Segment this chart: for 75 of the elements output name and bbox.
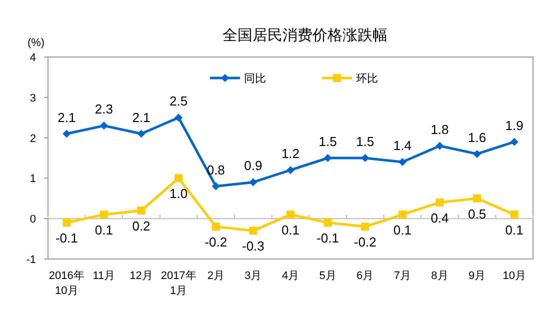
y-tick-label: 3 (30, 92, 36, 104)
data-label: 1.6 (468, 130, 486, 145)
x-tick-label: 2月 (207, 270, 224, 282)
y-tick-label: 4 (30, 52, 36, 64)
x-tick-label: 10月 (502, 270, 526, 282)
point (100, 210, 108, 219)
data-label: 0.1 (505, 222, 524, 238)
point (62, 218, 71, 227)
point (436, 142, 444, 150)
point (286, 166, 294, 174)
y-tick-label: 2 (30, 132, 36, 145)
point (436, 198, 444, 206)
data-label: -0.1 (316, 230, 340, 246)
point (212, 222, 220, 231)
x-tick-label: 4月 (282, 270, 300, 282)
data-label: 1.9 (505, 118, 524, 133)
point (398, 210, 406, 219)
x-tick-label: 3月 (244, 270, 262, 282)
legend-label: 同比 (244, 72, 266, 85)
point (249, 178, 258, 186)
point (510, 210, 518, 219)
x-tick-label: 9月 (468, 270, 486, 282)
data-label: -0.1 (55, 230, 78, 246)
y-tick-label: -1 (26, 254, 36, 266)
data-label: 2.1 (132, 110, 150, 125)
data-label: 1.2 (281, 146, 300, 162)
point (473, 194, 482, 202)
legend-label: 环比 (356, 72, 378, 85)
data-label: 0.2 (132, 218, 150, 234)
x-tick-label: 8月 (431, 270, 448, 282)
data-label: -0.2 (204, 234, 228, 250)
data-label: 1.5 (318, 134, 337, 149)
data-label: 0.8 (206, 162, 225, 178)
data-label: 2.1 (58, 110, 76, 125)
data-label: 0.4 (430, 210, 449, 226)
x-tick-label: 6月 (356, 270, 374, 282)
data-label: 2.5 (170, 94, 188, 109)
data-label: -0.2 (354, 234, 376, 250)
point (137, 206, 146, 215)
x-tick-label: 2017年 1月 (160, 270, 196, 297)
data-label: 0.5 (468, 206, 486, 222)
data-label: 0.1 (281, 222, 300, 238)
point (174, 114, 183, 122)
data-label: 1.4 (393, 138, 412, 154)
point (473, 150, 482, 158)
point (174, 174, 183, 182)
point (324, 154, 332, 162)
data-label: 0.1 (393, 222, 412, 238)
data-label: 0.1 (94, 222, 113, 238)
point (324, 218, 332, 227)
data-label: -0.3 (242, 238, 264, 254)
point (212, 182, 220, 190)
data-label: 0.9 (244, 158, 262, 174)
data-label: 1.0 (170, 186, 188, 202)
data-label: 1.5 (356, 134, 374, 149)
point (361, 222, 370, 231)
point (510, 138, 518, 146)
chart-title: 全国居民消费价格涨跌幅 (222, 27, 388, 44)
point (137, 130, 146, 138)
x-tick-label: 7月 (394, 270, 411, 282)
point (398, 158, 406, 166)
y-tick-label: 1 (30, 173, 36, 186)
data-label: 2.3 (94, 102, 113, 117)
y-axis-title: (%) (27, 37, 45, 49)
x-tick-label: 2016年 10月 (48, 270, 84, 297)
point (100, 122, 108, 130)
data-label: 1.8 (430, 122, 449, 137)
x-tick-label: 11月 (92, 270, 116, 282)
x-tick-label: 12月 (130, 270, 153, 282)
x-tick-label: 5月 (319, 270, 336, 282)
point (361, 154, 370, 162)
point (286, 210, 294, 219)
y-tick-label: 0 (30, 214, 36, 226)
point (62, 130, 71, 138)
point (249, 226, 258, 235)
